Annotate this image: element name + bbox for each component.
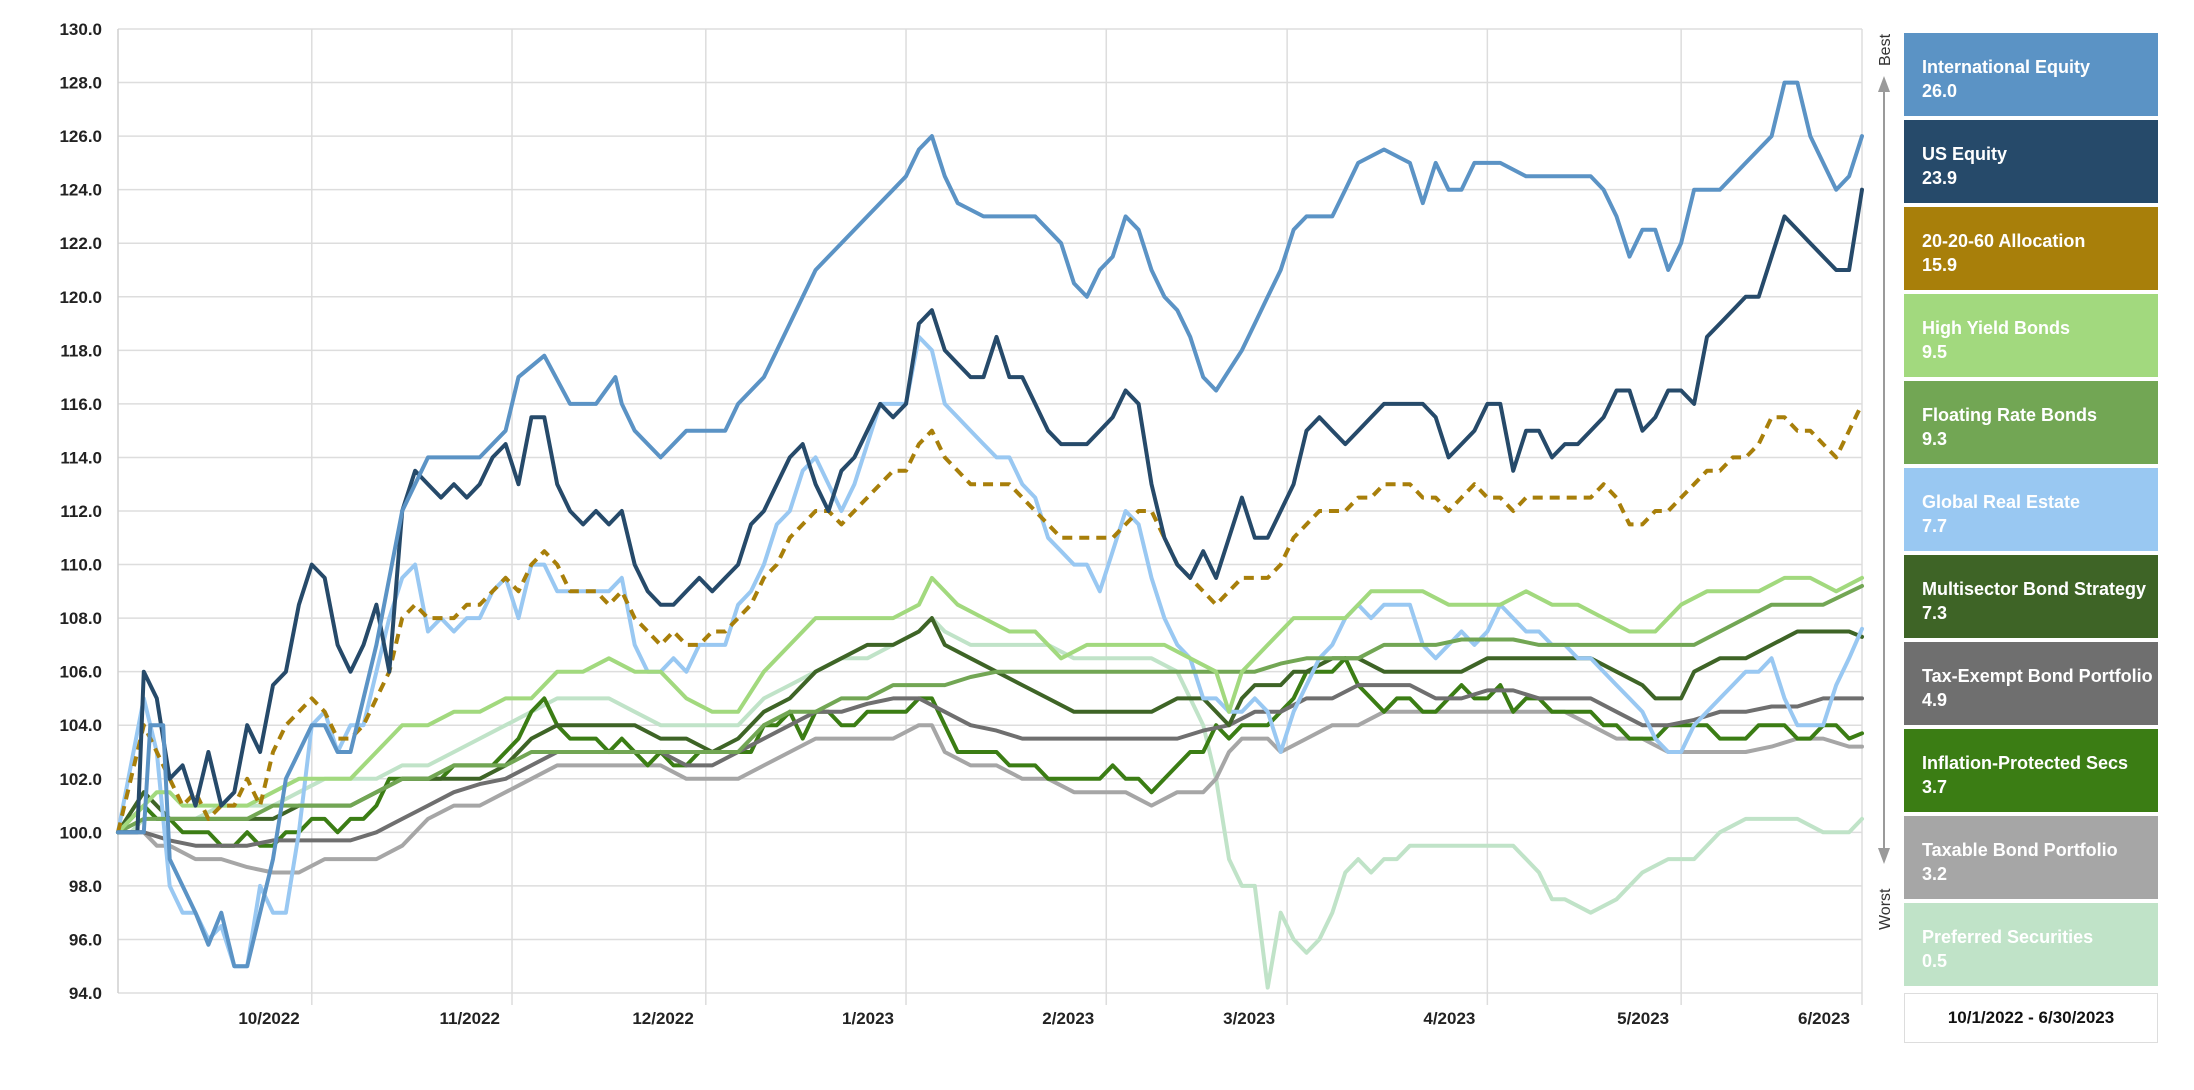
y-tick-label: 94.0 (69, 984, 102, 1003)
y-tick-label: 120.0 (59, 288, 102, 307)
legend-item-us-equity: US Equity 23.9 (1904, 120, 2158, 203)
y-tick-label: 110.0 (60, 556, 102, 575)
y-tick-label: 116.0 (60, 395, 102, 414)
x-tick-label: 4/2023 (1423, 1009, 1475, 1028)
y-tick-label: 96.0 (69, 930, 102, 949)
legend-item-name: Taxable Bond Portfolio (1922, 840, 2118, 860)
legend-item-value: 7.3 (1922, 603, 1948, 623)
y-tick-label: 106.0 (59, 663, 102, 682)
y-tick-label: 114.0 (60, 448, 102, 467)
legend-item-value: 15.9 (1922, 255, 1958, 275)
y-tick-label: 108.0 (59, 609, 102, 628)
legend-item-taxable-bond-portfolio: Taxable Bond Portfolio 3.2 (1904, 816, 2158, 899)
x-tick-label: 11/2022 (439, 1009, 500, 1028)
y-tick-label: 98.0 (69, 877, 102, 896)
legend-item-value: 26.0 (1922, 81, 1958, 101)
legend-item-name: Floating Rate Bonds (1922, 405, 2097, 425)
x-tick-label: 3/2023 (1223, 1009, 1275, 1028)
legend-item-name: High Yield Bonds (1922, 318, 2071, 338)
legend-item-name: Inflation-Protected Secs (1922, 753, 2129, 773)
y-tick-label: 126.0 (59, 127, 102, 146)
rank-worst-label: Worst (1877, 888, 1894, 930)
legend-item-name: Global Real Estate (1922, 492, 2081, 512)
series-line-tax-exempt-bond-portfolio (116, 683, 1864, 848)
series-line-us-equity (116, 187, 1864, 835)
x-tick-label: 5/2023 (1617, 1009, 1669, 1028)
series-line-international-equity (116, 80, 1864, 969)
legend-item-tax-exempt-bond-portfolio: Tax-Exempt Bond Portfolio 4.9 (1904, 642, 2158, 725)
legend-item-international-equity: International Equity 26.0 (1904, 33, 2158, 116)
date-range-label: 10/1/2022 - 6/30/2023 (1904, 993, 2158, 1043)
axis-layer: 130.0 128.0 126.0 124.0 122.0 120.0 118.0 116.0… (59, 20, 1850, 1028)
y-tick-label: 104.0 (59, 716, 102, 735)
legend: International Equity 26.0 US Equity 23.9 20-… (1904, 33, 2158, 990)
series-line-floating-rate-bonds (116, 584, 1864, 835)
y-tick-label: 124.0 (59, 181, 102, 200)
series-line-global-real-estate (116, 334, 1864, 969)
legend-item-floating-rate-bonds: Floating Rate Bonds 9.3 (1904, 381, 2158, 464)
y-tick-label: 112.0 (60, 502, 102, 521)
x-tick-label: 6/2023 (1798, 1009, 1850, 1028)
legend-item-value: 3.2 (1922, 864, 1948, 884)
y-tick-label: 122.0 (59, 234, 102, 253)
y-tick-label: 100.0 (59, 823, 102, 842)
legend-item-value: 3.7 (1922, 777, 1948, 797)
legend-item-value: 9.5 (1922, 342, 1948, 362)
legend-item-high-yield-bonds: High Yield Bonds 9.5 (1904, 294, 2158, 377)
y-tick-label: 118.0 (60, 341, 102, 360)
rank-arrow-down (1878, 848, 1890, 864)
x-tick-label: 10/2022 (238, 1009, 299, 1028)
legend-item-multisector-bond-strategy: Multisector Bond Strategy 7.3 (1904, 555, 2158, 638)
x-tick-label: 2/2023 (1042, 1009, 1094, 1028)
legend-item-name: US Equity (1922, 144, 2008, 164)
series-layer (116, 80, 1864, 990)
legend-item-name: Tax-Exempt Bond Portfolio (1922, 666, 2153, 686)
legend-item-name: Preferred Securities (1922, 927, 2094, 947)
x-tick-label: 1/2023 (842, 1009, 894, 1028)
rank-best-label: Best (1877, 33, 1894, 66)
x-tick-label: 12/2022 (632, 1009, 693, 1028)
series-line-inflation-protected-secs (116, 656, 1864, 848)
rank-arrow-up (1878, 76, 1890, 92)
y-tick-label: 130.0 (59, 20, 102, 39)
legend-item-preferred-securities: Preferred Securities 0.5 (1904, 903, 2158, 986)
legend-item-global-real-estate: Global Real Estate 7.7 (1904, 468, 2158, 551)
series-line-high-yield-bonds (116, 575, 1864, 835)
legend-item-value: 7.7 (1922, 516, 1948, 536)
legend-item-value: 4.9 (1922, 690, 1948, 710)
legend-item-value: 9.3 (1922, 429, 1948, 449)
legend-item-name: 20-20-60 Allocation (1922, 231, 2086, 251)
legend-item-value: 0.5 (1922, 951, 1948, 971)
y-tick-label: 128.0 (59, 74, 102, 93)
legend-item-name: International Equity (1922, 57, 2091, 77)
legend-item-name: Multisector Bond Strategy (1922, 579, 2147, 599)
series-line-preferred-securities (116, 616, 1864, 990)
y-tick-label: 102.0 (59, 770, 102, 789)
legend-item-20-20-60-allocation: 20-20-60 Allocation 15.9 (1904, 207, 2158, 290)
legend-item-value: 23.9 (1922, 168, 1958, 188)
rank-axis: Best Worst (1877, 33, 1894, 930)
legend-item-inflation-protected-secs: Inflation-Protected Secs 3.7 (1904, 729, 2158, 812)
series-line-20-20-60-allocation (116, 403, 1864, 833)
